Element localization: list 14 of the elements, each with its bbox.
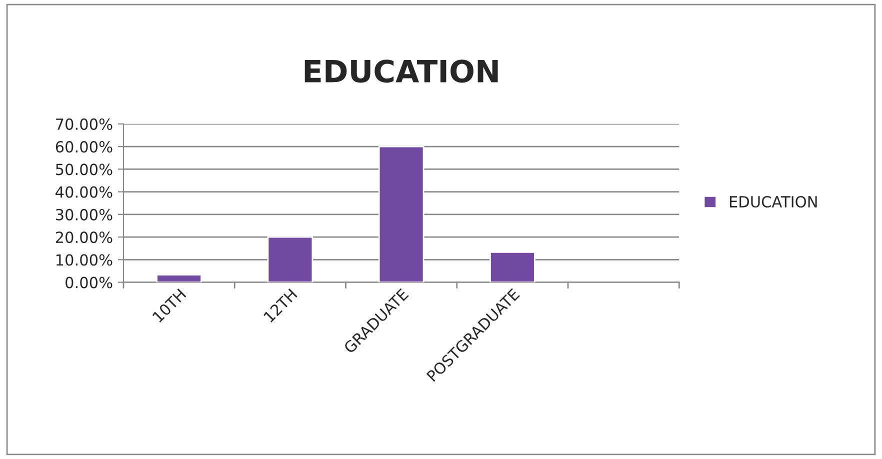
y-tick-label: 30.00% bbox=[56, 208, 112, 220]
y-tick-label: 10.00% bbox=[56, 254, 112, 266]
y-tick-label: 50.00% bbox=[56, 164, 112, 176]
bar bbox=[490, 252, 536, 282]
bar bbox=[267, 236, 314, 282]
y-tick-label: 60.00% bbox=[56, 141, 112, 153]
y-tick-label: 0.00% bbox=[66, 276, 112, 288]
y-tick-label: 70.00% bbox=[56, 118, 112, 130]
bar bbox=[378, 146, 424, 282]
bar bbox=[156, 274, 202, 282]
y-tick-label: 40.00% bbox=[56, 186, 112, 198]
y-tick-label: 20.00% bbox=[56, 232, 112, 244]
legend-label: EDUCATION bbox=[730, 196, 817, 208]
chart-title: EDUCATION bbox=[304, 60, 498, 83]
